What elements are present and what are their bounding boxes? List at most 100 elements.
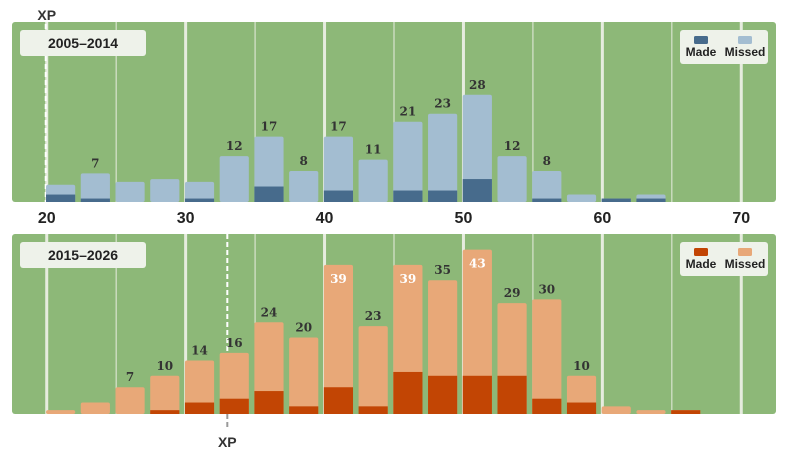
- bar-label: 43: [469, 257, 486, 271]
- bar-label: 7: [91, 156, 99, 170]
- panel-title: 2015–2026: [48, 247, 118, 263]
- bar-group: 16: [219, 336, 249, 414]
- bar-label: 10: [573, 359, 590, 373]
- panel-title-box: 2005–2014: [20, 30, 146, 56]
- panel-2005-2014: XP 7 12 17 8 17 11 21 23 28 12 8 2005–2014 Made Missed: [12, 7, 776, 202]
- panel-title-box: 2015–2026: [20, 242, 146, 268]
- bar-group: 7: [80, 156, 110, 202]
- bar-missed: [289, 337, 319, 414]
- bar-group: 35: [428, 263, 458, 414]
- bar-label: 39: [330, 272, 347, 286]
- bar-group: [636, 410, 666, 414]
- bar-group: 10: [566, 359, 597, 414]
- bar-group: [601, 406, 631, 414]
- bar-missed: [115, 387, 145, 414]
- bar-group: [80, 402, 110, 414]
- bar-missed: [254, 322, 284, 414]
- bar-group: [150, 179, 180, 202]
- bar-made: [671, 410, 701, 414]
- bar-made: [184, 198, 215, 202]
- bar-missed: [80, 402, 110, 414]
- bar-made: [184, 402, 215, 414]
- bar-group: 23: [428, 97, 458, 202]
- bar-label: 12: [226, 139, 243, 153]
- bar-label: 28: [469, 78, 486, 92]
- bar-label: 17: [330, 120, 347, 134]
- bar-made: [46, 194, 76, 202]
- bar-made: [150, 410, 180, 414]
- bar-missed: [289, 171, 319, 202]
- bar-made: [254, 186, 284, 202]
- bar-missed: [46, 410, 76, 414]
- bar-missed: [601, 406, 631, 414]
- bar-group: [115, 181, 145, 202]
- bar-missed: [150, 179, 180, 202]
- bar-missed: [184, 181, 215, 202]
- bar-group: 12: [219, 139, 249, 202]
- bar-group: [671, 410, 701, 414]
- legend-swatch-missed: [738, 36, 752, 44]
- bar-group: 11: [358, 143, 388, 202]
- bar-group: 39: [323, 264, 354, 414]
- bar-label: 24: [261, 305, 278, 319]
- bar-made: [636, 198, 666, 202]
- panel-2015-2026: XP 7 10 14 16 24 20 39 23 39 35 43 29 30 10 2015–2026 Ma…: [12, 234, 776, 450]
- bar-missed: [393, 121, 423, 202]
- bar-group: 7: [115, 370, 145, 414]
- x-tick-label: 20: [38, 210, 56, 227]
- bar-missed: [532, 171, 562, 202]
- bar-group: 17: [323, 120, 354, 202]
- bar-label: 11: [365, 143, 382, 157]
- bar-label: 14: [191, 343, 208, 357]
- bar-group: 10: [150, 359, 180, 414]
- bar-made: [289, 406, 319, 414]
- legend-label-missed: Missed: [725, 257, 766, 271]
- bar-made: [393, 190, 423, 202]
- bar-label: 10: [156, 359, 173, 373]
- bar-label: 8: [543, 154, 551, 168]
- bar-missed: [150, 375, 180, 414]
- bar-label: 7: [126, 370, 134, 384]
- bar-group: [601, 198, 631, 202]
- bar-label: 21: [400, 105, 417, 119]
- bar-label: 12: [504, 139, 521, 153]
- bar-group: [184, 181, 215, 202]
- bar-missed: [636, 410, 666, 414]
- bar-missed: [80, 173, 110, 202]
- legend: Made Missed: [680, 30, 768, 64]
- bar-missed: [462, 94, 492, 202]
- bar-label: 30: [538, 282, 555, 296]
- bar-missed: [323, 264, 354, 414]
- bar-missed: [566, 194, 597, 202]
- bar-group: 30: [532, 282, 562, 414]
- bar-group: 12: [497, 139, 527, 202]
- bar-made: [532, 198, 562, 202]
- bar-group: 39: [393, 264, 423, 414]
- bar-label: 16: [226, 336, 243, 350]
- panel-title-background: [20, 30, 146, 56]
- bar-made: [462, 179, 492, 202]
- bar-made: [323, 190, 354, 202]
- bar-missed: [462, 249, 492, 414]
- bar-group: 17: [254, 120, 284, 202]
- x-tick-label: 70: [732, 210, 750, 227]
- xp-label: XP: [218, 434, 237, 450]
- bar-group: 23: [358, 309, 388, 414]
- bar-missed: [358, 159, 388, 202]
- bar-missed: [428, 113, 458, 202]
- bar-made: [323, 387, 354, 414]
- xp-label: XP: [37, 7, 56, 23]
- bar-group: 43: [462, 249, 492, 414]
- bar-missed: [323, 136, 354, 202]
- legend-label-made: Made: [686, 257, 717, 271]
- bar-made: [428, 190, 458, 202]
- bar-group: 24: [254, 305, 284, 414]
- bar-label: 35: [434, 263, 451, 277]
- legend: Made Missed: [680, 242, 768, 276]
- bar-made: [532, 398, 562, 414]
- legend-label-made: Made: [686, 45, 717, 59]
- bar-group: 20: [289, 321, 319, 414]
- bar-group: [46, 184, 76, 202]
- bar-missed: [254, 136, 284, 202]
